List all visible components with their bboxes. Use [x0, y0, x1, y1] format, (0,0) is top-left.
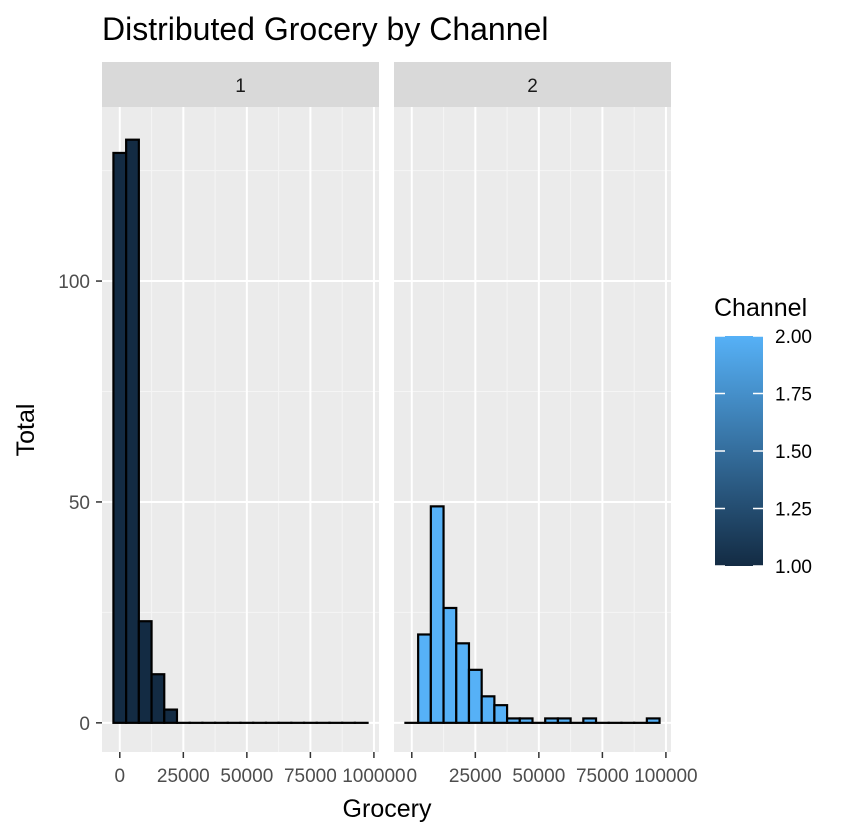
histogram-bar: [467, 668, 483, 724]
histogram-bar: [112, 151, 128, 724]
histogram-bar: [137, 620, 153, 724]
y-axis-title: Total: [12, 404, 40, 457]
histogram-bar: [518, 717, 534, 724]
histogram-bar: [645, 717, 661, 724]
histogram-bar: [125, 138, 140, 724]
histogram-bar: [442, 606, 458, 724]
legend-label: 1.25: [775, 500, 812, 521]
facet-strip: [394, 62, 671, 107]
x-tick-label: 25000: [157, 766, 210, 787]
panel-1: 1 0 25000 50000 75000 100000: [102, 62, 406, 787]
x-tick-label: 75000: [576, 766, 629, 787]
x-tick-label: 0: [114, 766, 125, 787]
x-tick-label: 75000: [284, 766, 337, 787]
x-tick-label: 25000: [449, 766, 502, 787]
histogram-bar: [582, 717, 598, 724]
histogram-bar: [544, 717, 560, 724]
legend-label: 2.00: [775, 327, 812, 348]
chart-title: Distributed Grocery by Channel: [102, 11, 548, 47]
x-tick-label: 100000: [634, 766, 697, 787]
histogram-bar: [163, 708, 179, 724]
x-axis-title: Grocery: [343, 795, 432, 823]
legend-title: Channel: [714, 294, 807, 322]
facet-strip: [102, 62, 379, 107]
histogram-bar: [493, 704, 509, 724]
legend-label: 1.75: [775, 385, 812, 406]
x-tick-label: 0: [406, 766, 417, 787]
histogram-bar: [480, 695, 496, 724]
legend-label: 1.00: [775, 557, 812, 578]
histogram-bar: [417, 633, 432, 724]
histogram-bar: [556, 717, 572, 724]
y-tick-label: 0: [79, 714, 90, 735]
panel-2: 2 0 25000 50000 75000 100000: [394, 62, 698, 787]
histogram-bar: [150, 673, 166, 724]
histogram-bar: [505, 717, 521, 724]
x-tick-label: 100000: [342, 766, 405, 787]
facet-strip-label: 1: [235, 76, 246, 97]
legend: Channel 1.00 1.25 1.50 1.75 2.00: [714, 294, 812, 578]
y-tick-label: 50: [69, 493, 90, 514]
histogram-bar: [455, 642, 471, 724]
histogram-bar: [429, 505, 445, 724]
y-axis: 0 50 100: [58, 272, 102, 735]
legend-label: 1.50: [775, 442, 812, 463]
facet-strip-label: 2: [527, 76, 538, 97]
x-tick-label: 50000: [512, 766, 565, 787]
x-tick-label: 50000: [220, 766, 273, 787]
y-tick-label: 100: [58, 272, 90, 293]
legend-ticks: 1.00 1.25 1.50 1.75 2.00: [715, 327, 812, 578]
